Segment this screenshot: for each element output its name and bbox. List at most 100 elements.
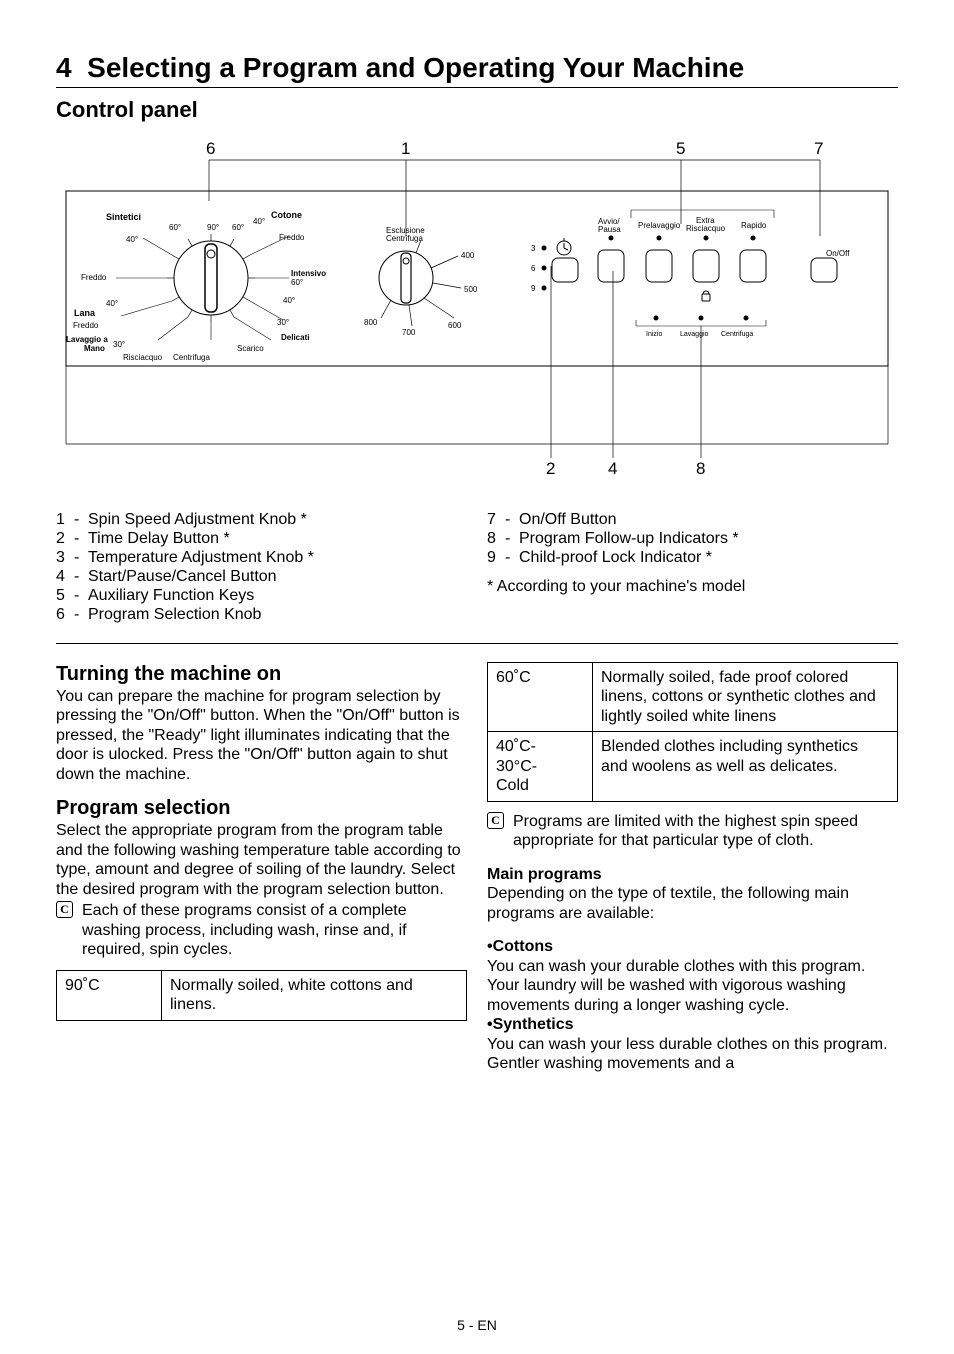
svg-text:40°: 40°: [253, 217, 265, 226]
left-column: Turning the machine on You can prepare t…: [56, 662, 467, 1074]
svg-text:Mano: Mano: [84, 344, 105, 353]
section-title: 4 Selecting a Program and Operating Your…: [56, 50, 898, 88]
info-note: C Programs are limited with the highest …: [487, 812, 898, 851]
synthetics-heading: •Synthetics: [487, 1016, 574, 1033]
svg-text:8: 8: [696, 459, 705, 478]
svg-text:1: 1: [401, 139, 410, 158]
svg-text:Lavaggio a: Lavaggio a: [66, 335, 108, 344]
info-icon: C: [56, 901, 73, 918]
svg-text:4: 4: [608, 459, 617, 478]
svg-text:60°: 60°: [169, 223, 181, 232]
svg-text:500: 500: [464, 285, 478, 294]
desc-cell: Normally soiled, white cottons and linen…: [162, 970, 467, 1020]
svg-text:800: 800: [364, 318, 378, 327]
legend-item: 8-Program Follow-up Indicators *: [487, 529, 898, 548]
cottons-body: You can wash your durable clothes with t…: [487, 958, 865, 1014]
svg-text:5: 5: [676, 139, 685, 158]
svg-text:Inizio: Inizio: [646, 331, 662, 338]
body-columns: Turning the machine on You can prepare t…: [56, 662, 898, 1074]
svg-text:Centrifuga: Centrifuga: [721, 331, 753, 338]
info-text: Programs are limited with the highest sp…: [507, 812, 898, 851]
svg-text:60°: 60°: [291, 278, 303, 287]
svg-text:Pausa: Pausa: [598, 225, 621, 234]
svg-text:Delicati: Delicati: [281, 333, 309, 342]
main-programs-heading: Main programs: [487, 866, 602, 883]
legend-item: 9-Child-proof Lock Indicator *: [487, 548, 898, 567]
svg-text:3: 3: [531, 244, 536, 253]
svg-text:2: 2: [546, 459, 555, 478]
svg-text:Lana: Lana: [74, 308, 96, 318]
program-selection-heading: Program selection: [56, 796, 467, 821]
desc-cell: Blended clothes including synthetics and…: [593, 732, 898, 802]
cottons-heading: •Cottons: [487, 938, 553, 955]
turning-heading: Turning the machine on: [56, 662, 467, 687]
svg-text:Scarico: Scarico: [237, 344, 264, 353]
svg-text:Freddo: Freddo: [279, 233, 305, 242]
svg-text:40°: 40°: [126, 235, 138, 244]
svg-text:Centrifuga: Centrifuga: [173, 353, 210, 362]
temp-cell: 40˚C- 30°C- Cold: [488, 732, 593, 802]
svg-text:30°: 30°: [113, 340, 125, 349]
temperature-table-left: 90˚C Normally soiled, white cottons and …: [56, 970, 467, 1021]
section-number: 4: [56, 52, 72, 83]
right-column: 60˚C Normally soiled, fade proof colored…: [487, 662, 898, 1074]
table-row: 90˚C Normally soiled, white cottons and …: [57, 970, 467, 1020]
svg-text:6: 6: [531, 264, 536, 273]
main-programs-body: Depending on the type of textile, the fo…: [487, 885, 849, 922]
legend-item: 5-Auxiliary Function Keys: [56, 586, 467, 605]
info-text: Each of these programs consist of a comp…: [76, 901, 467, 960]
svg-text:60°: 60°: [232, 223, 244, 232]
svg-text:90°: 90°: [207, 223, 219, 232]
svg-text:Rapido: Rapido: [741, 221, 767, 230]
cottons-block: •Cottons You can wash your durable cloth…: [487, 937, 898, 1015]
svg-text:400: 400: [461, 251, 475, 260]
svg-text:Intensivo: Intensivo: [291, 269, 326, 278]
control-panel-diagram: 6 1 5 7 2 4 8: [56, 136, 898, 486]
svg-text:Freddo: Freddo: [73, 321, 99, 330]
table-row: 60˚C Normally soiled, fade proof colored…: [488, 662, 898, 732]
synthetics-block: •Synthetics You can wash your less durab…: [487, 1015, 898, 1074]
synthetics-body: You can wash your less durable clothes o…: [487, 1036, 888, 1073]
legend-item: 3-Temperature Adjustment Knob *: [56, 548, 467, 567]
svg-text:Centrifuga: Centrifuga: [386, 234, 423, 243]
svg-text:7: 7: [814, 139, 823, 158]
turning-body: You can prepare the machine for program …: [56, 687, 467, 785]
svg-text:Prelavaggio: Prelavaggio: [638, 221, 681, 230]
temp-cell: 60˚C: [488, 662, 593, 732]
legend-left: 1-Spin Speed Adjustment Knob * 2-Time De…: [56, 510, 467, 625]
legend-item: 4-Start/Pause/Cancel Button: [56, 567, 467, 586]
svg-text:600: 600: [448, 321, 462, 330]
info-icon: C: [487, 812, 504, 829]
svg-text:Risciacquo: Risciacquo: [123, 353, 163, 362]
temp-cell: 90˚C: [57, 970, 162, 1020]
legend-item: 1-Spin Speed Adjustment Knob *: [56, 510, 467, 529]
section-title-text: Selecting a Program and Operating Your M…: [87, 52, 744, 83]
svg-text:Lavaggio: Lavaggio: [680, 331, 709, 338]
svg-text:40°: 40°: [106, 299, 118, 308]
desc-cell: Normally soiled, fade proof colored line…: [593, 662, 898, 732]
svg-text:Risciacquo: Risciacquo: [686, 224, 726, 233]
svg-text:Cotone: Cotone: [271, 210, 302, 220]
temperature-table-right: 60˚C Normally soiled, fade proof colored…: [487, 662, 898, 802]
legend-note: * According to your machine's model: [487, 577, 898, 597]
control-panel-heading: Control panel: [56, 96, 898, 124]
info-note: C Each of these programs consist of a co…: [56, 901, 467, 960]
page-number: 5 - EN: [0, 1317, 954, 1335]
svg-text:30°: 30°: [277, 318, 289, 327]
legend-item: 7-On/Off Button: [487, 510, 898, 529]
svg-text:On/Off: On/Off: [826, 249, 850, 258]
svg-text:6: 6: [206, 139, 215, 158]
main-programs-block: Main programs Depending on the type of t…: [487, 865, 898, 924]
separator: [56, 643, 898, 644]
svg-text:40°: 40°: [283, 296, 295, 305]
legend-item: 6-Program Selection Knob: [56, 605, 467, 624]
table-row: 40˚C- 30°C- Cold Blended clothes includi…: [488, 732, 898, 802]
svg-text:9: 9: [531, 284, 536, 293]
legend-right: 7-On/Off Button 8-Program Follow-up Indi…: [487, 510, 898, 625]
svg-text:Freddo: Freddo: [81, 273, 107, 282]
svg-text:700: 700: [402, 328, 416, 337]
legend-item: 2-Time Delay Button *: [56, 529, 467, 548]
svg-text:Sintetici: Sintetici: [106, 212, 141, 222]
program-selection-body: Select the appropriate program from the …: [56, 821, 467, 899]
legend: 1-Spin Speed Adjustment Knob * 2-Time De…: [56, 510, 898, 625]
